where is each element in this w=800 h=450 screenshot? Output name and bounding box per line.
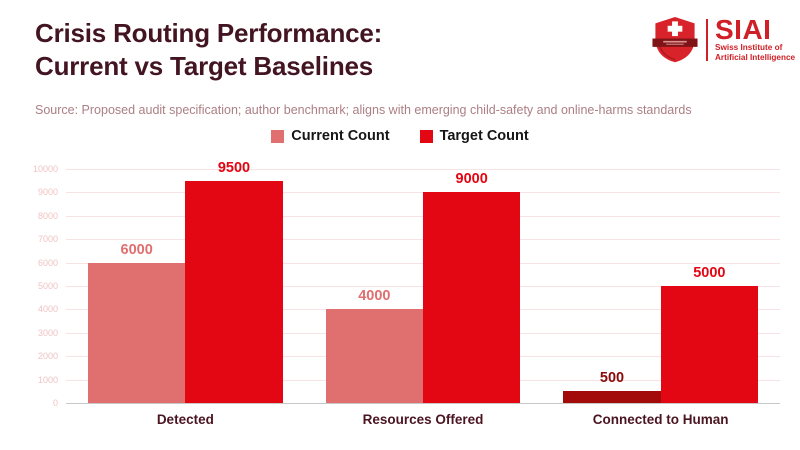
logo-divider: [706, 19, 708, 61]
legend-swatch: [271, 129, 285, 143]
siai-logo: SIAI Swiss Institute of Artificial Intel…: [652, 16, 795, 63]
y-tick-label: 2000: [37, 351, 58, 362]
category-label: Detected: [156, 412, 214, 427]
gridline: [66, 169, 780, 170]
bar-target-count: [660, 286, 758, 403]
bar-value-label: 500: [599, 370, 625, 387]
logo-name-line1: Swiss Institute of: [715, 43, 783, 52]
y-tick-label: 10000: [32, 164, 58, 174]
y-tick-label: 4000: [37, 304, 58, 315]
swiss-shield-icon: [652, 16, 698, 63]
y-tick-label: 7000: [37, 234, 58, 245]
y-tick-label: 1000: [37, 374, 58, 385]
plot-area: 0 1000 2000 3000 4000 5000 6000 7000 8000 9000 100…: [33, 160, 780, 427]
logo-name-line2: Artificial Intelligence: [715, 52, 796, 62]
bar-value-label: 9500: [217, 159, 251, 176]
legend-label: Current Count: [291, 128, 390, 144]
bar-value-label: 4000: [358, 288, 391, 305]
logo-text: SIAI Swiss Institute of Artificial Intel…: [715, 16, 795, 62]
category-label: Resources Offered: [362, 412, 484, 427]
chart-legend: Current Count Target Count: [0, 128, 800, 144]
y-tick-label: 5000: [37, 281, 58, 291]
legend-swatch: [419, 129, 433, 143]
title-line-1: Crisis Routing Performance:: [35, 18, 383, 48]
bar-target-count: [423, 192, 521, 403]
bar-value-label: 5000: [693, 265, 726, 281]
y-tick-label: 3000: [37, 327, 58, 338]
source-note: Source: Proposed audit specification; au…: [35, 103, 692, 117]
title-line-2: Current vs Target Baselines: [35, 51, 374, 81]
page-title: Crisis Routing Performance: Current vs T…: [35, 17, 382, 83]
legend-item: Current Count: [271, 128, 390, 144]
y-tick-label: 6000: [37, 257, 58, 268]
legend-label: Target Count: [439, 128, 529, 144]
logo-acronym: SIAI: [715, 14, 772, 45]
category-label: Connected to Human: [592, 412, 729, 427]
bar-current-count: [88, 262, 186, 403]
bar-current-count: [563, 391, 661, 403]
legend-item: Target Count: [419, 128, 529, 144]
bar-value-label: 6000: [120, 241, 153, 258]
y-tick-label: 0: [52, 398, 58, 408]
bar-value-label: 9000: [455, 171, 488, 188]
bar-target-count: [185, 180, 283, 403]
bar-current-count: [325, 309, 423, 403]
y-tick-label: 8000: [37, 210, 58, 221]
y-tick-label: 9000: [37, 187, 58, 198]
